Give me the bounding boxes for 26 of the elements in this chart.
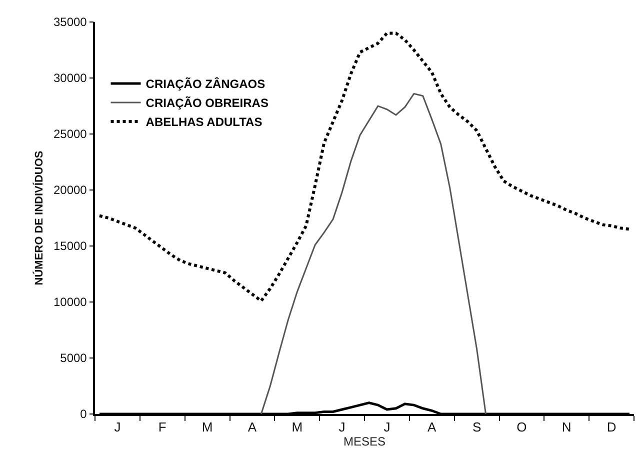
- x-tick-label: J: [384, 419, 390, 434]
- legend-label: CRIAÇÃO OBREIRAS: [146, 96, 268, 110]
- legend-label: ABELHAS ADULTAS: [146, 115, 262, 130]
- x-tick-label: A: [248, 419, 257, 434]
- x-tick-label: N: [562, 419, 572, 434]
- x-tick-label: F: [158, 419, 166, 434]
- x-tick-label: J: [114, 419, 121, 434]
- y-tick-label: 15000: [53, 239, 88, 254]
- x-tick-label: O: [516, 419, 527, 434]
- y-tick-label: 0: [80, 407, 88, 422]
- x-tick-label: A: [428, 419, 437, 434]
- x-tick-label: S: [472, 419, 482, 434]
- x-tick-label: M: [292, 419, 303, 434]
- x-tick-label: M: [202, 419, 213, 434]
- x-tick-label: D: [606, 419, 616, 434]
- x-tick-label: J: [338, 419, 346, 434]
- x-axis-title: MESES: [343, 434, 386, 448]
- line-series: [98, 32, 632, 302]
- y-tick-label: 30000: [53, 71, 88, 86]
- y-tick-label: 20000: [53, 183, 88, 198]
- legend-label: CRIAÇÃO ZÂNGAOS: [146, 77, 266, 92]
- y-tick-label: 25000: [53, 127, 88, 142]
- y-tick-label: 35000: [53, 15, 88, 30]
- y-axis-title: NÚMERO DE INDIVÍDUOS: [32, 150, 46, 286]
- y-tick-label: 5000: [60, 351, 88, 366]
- y-tick-label: 10000: [53, 295, 88, 310]
